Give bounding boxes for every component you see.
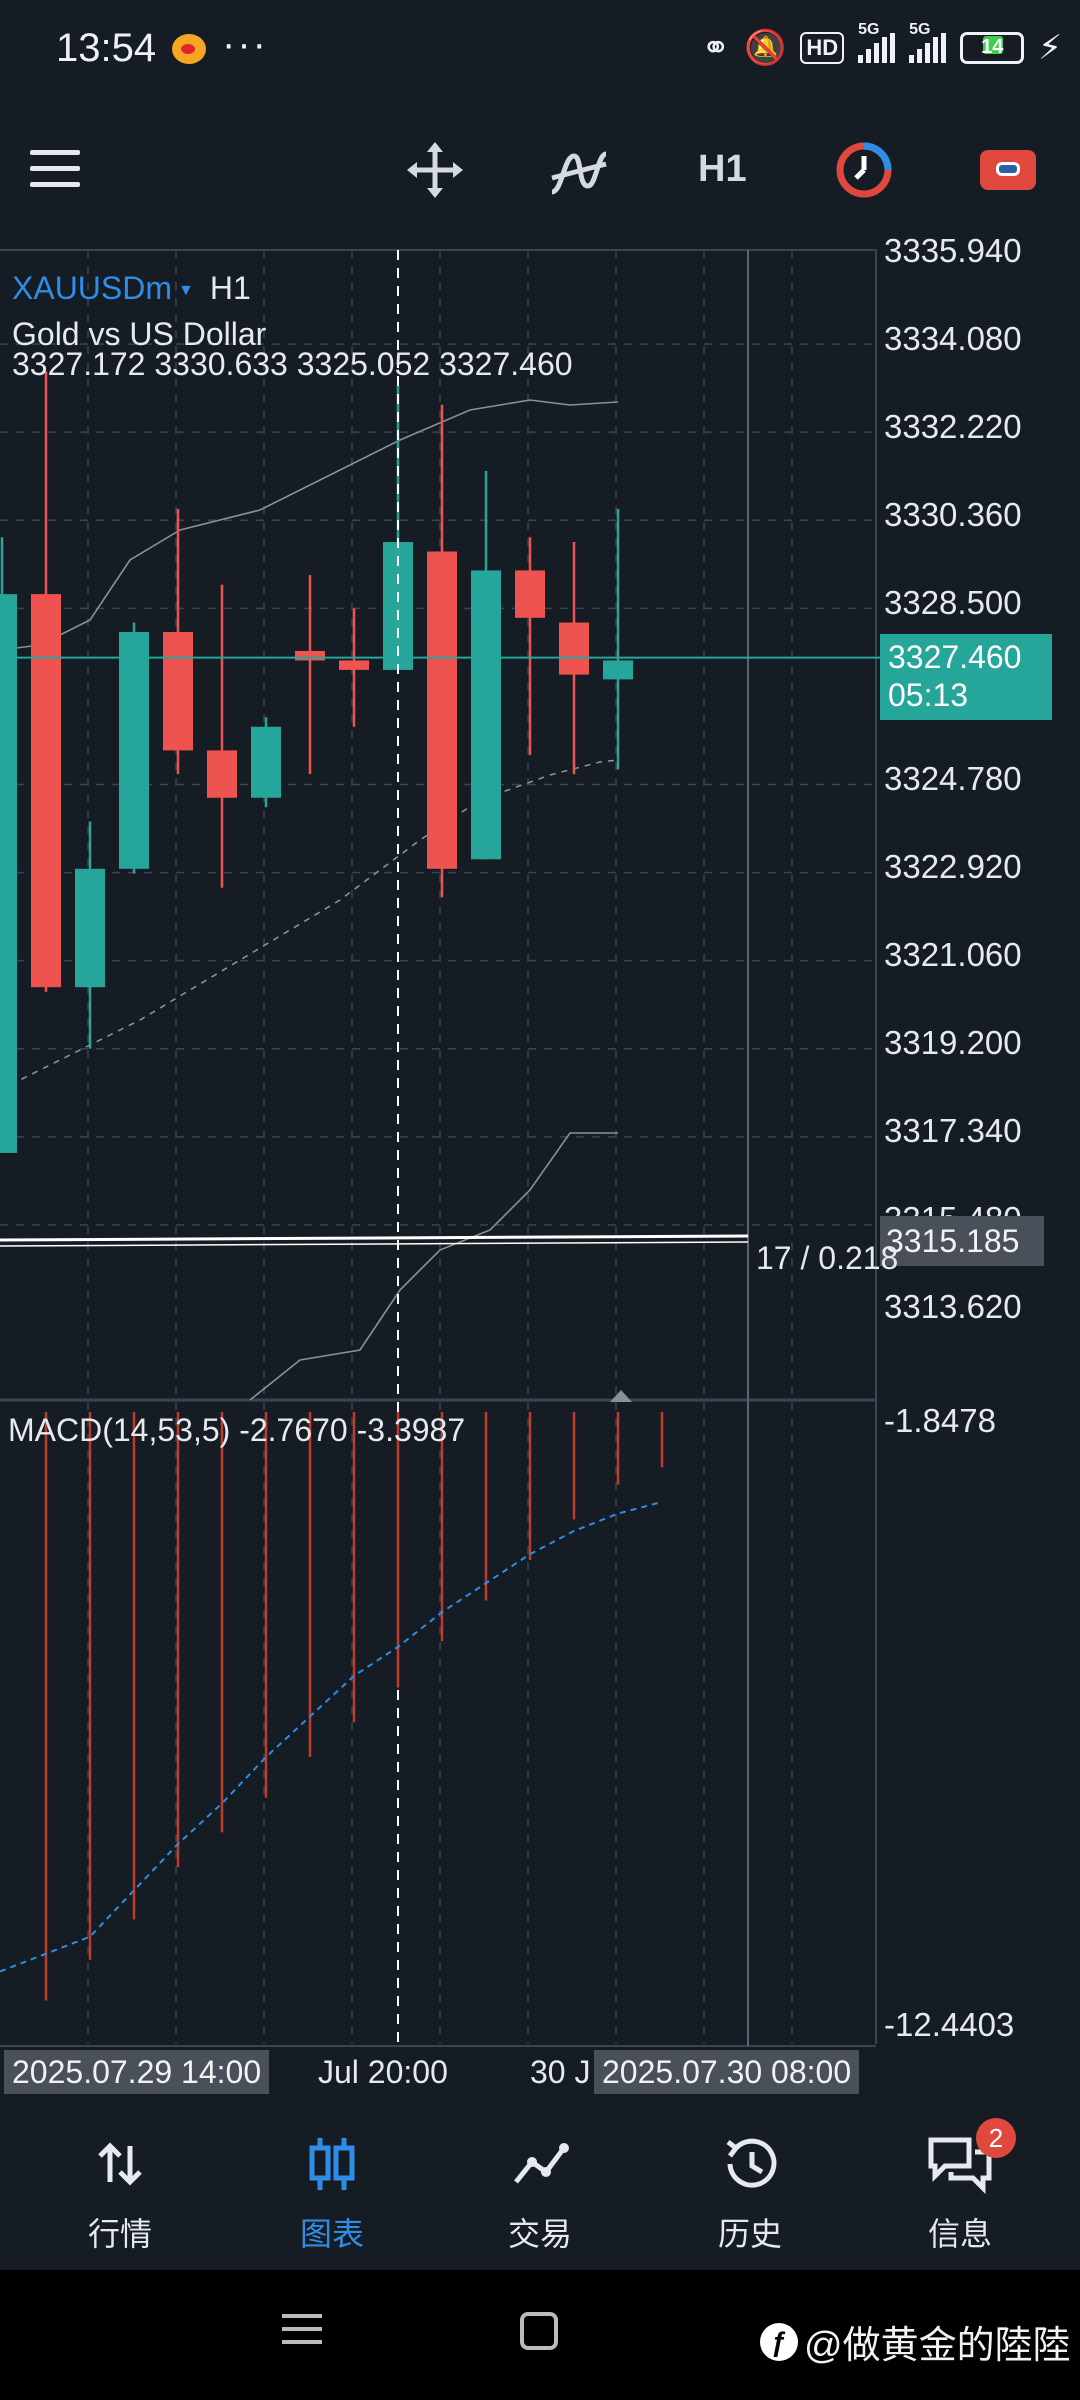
price-chart[interactable] [0, 248, 1080, 2098]
nav-quotes[interactable]: 行情 [50, 2134, 190, 2255]
candle-body [471, 570, 501, 860]
social-logo-icon: ƒ [760, 2322, 798, 2361]
crosshair-horizontal [0, 1234, 749, 1242]
price-axis-label: 3322.920 [884, 848, 1022, 885]
candle-body [119, 632, 149, 869]
nav-history[interactable]: 历史 [680, 2134, 820, 2255]
weibo-icon [172, 34, 206, 64]
nav-label: 图表 [299, 2216, 364, 2252]
candle-body [163, 632, 193, 751]
messages-badge: 2 [976, 2118, 1016, 2158]
battery-icon: 14 [960, 32, 1025, 64]
price-axis-label: 3335.940 [884, 232, 1022, 269]
nav-label: 行情 [87, 2216, 152, 2252]
price-axis-label: 3328.500 [884, 584, 1022, 621]
bottom-navigation [0, 2100, 1080, 2270]
candle-body [207, 750, 237, 798]
candle-body [251, 726, 281, 798]
current-price-tag: 3327.460 05:13 [880, 634, 1052, 720]
nav-label: 信息 [927, 2216, 992, 2252]
candle-body [339, 660, 369, 670]
candle-body [31, 594, 61, 988]
signal-icon: 5G [858, 21, 896, 63]
status-time: 13:54 [56, 26, 157, 70]
nav-label: 交易 [507, 2216, 572, 2252]
recent-apps-button[interactable] [282, 2314, 322, 2353]
watermark: ƒ @做黄金的陸陸 [760, 2314, 1071, 2369]
candle-body [559, 622, 589, 675]
quotes-arrows-icon [98, 2142, 142, 2186]
crosshair-price-tag: 3315.185 [880, 1216, 1044, 1266]
price-axis-label: 3324.780 [884, 760, 1022, 797]
price-axis-label: 3313.620 [884, 1288, 1022, 1325]
price-axis-label: 3330.360 [884, 496, 1022, 533]
macd-min-label: -12.4403 [884, 2006, 1015, 2043]
price-axis-label: 3317.340 [884, 1112, 1022, 1149]
chart-description: Gold vs US Dollar [12, 316, 267, 352]
trade-panel-icon[interactable] [980, 150, 1036, 190]
candle-body [427, 551, 457, 869]
indicator-lower-line [249, 1132, 618, 1401]
crosshair-move-icon[interactable] [405, 140, 465, 200]
timeframe-button[interactable]: H1 [698, 148, 747, 190]
time-axis-crosshair-right: 2025.07.30 08:00 [594, 2050, 860, 2094]
macd-max-label: -1.8478 [884, 1402, 996, 1439]
price-axis-label: 3321.060 [884, 936, 1022, 973]
history-clock-icon [726, 2138, 777, 2188]
mute-bell-icon: 🔕 [744, 29, 787, 67]
more-notifications-icon: ··· [222, 22, 268, 66]
system-navigation-bar [0, 2270, 1080, 2400]
chart-symbol[interactable]: XAUUSDm ▼ H1 [12, 270, 251, 306]
one-click-trading-icon[interactable] [836, 142, 892, 198]
home-button[interactable] [520, 2312, 558, 2350]
price-axis-label: 3319.200 [884, 1024, 1022, 1061]
candles-chart-icon [309, 2138, 355, 2190]
macd-label: MACD(14,53,5) -2.7670 -3.3987 [8, 1412, 466, 1448]
trade-line-icon [514, 2143, 569, 2184]
hd-icon: HD [800, 32, 845, 64]
candle-body [515, 570, 545, 618]
crosshair-horizontal-2 [0, 1241, 749, 1247]
nav-chart[interactable]: 图表 [262, 2134, 402, 2255]
status-icons: ⚭ 🔕 HD 5G 5G 14 ⚡ [701, 21, 1063, 68]
candle-body [0, 594, 17, 1153]
signal-icon-2: 5G [909, 21, 947, 63]
candle-body [295, 650, 325, 661]
candle-body [603, 660, 633, 680]
time-axis-label: Jul 20:00 [318, 2054, 448, 2090]
collapse-arrow-icon [610, 1390, 632, 1402]
menu-icon[interactable] [30, 150, 80, 190]
nav-label: 历史 [717, 2216, 782, 2252]
chart-timeframe: H1 [209, 270, 251, 306]
price-axis-label: 3332.220 [884, 408, 1022, 445]
price-axis-label: 3334.080 [884, 320, 1022, 357]
current-price: 3327.460 [888, 639, 1022, 675]
bar-countdown: 05:13 [888, 677, 969, 713]
indicator-upper-line [0, 399, 619, 651]
macd-signal-line [0, 1501, 663, 1973]
crosshair-readout: 17 / 0.218 [756, 1240, 899, 1276]
link-icon: ⚭ [701, 29, 731, 67]
time-axis-crosshair-left: 2025.07.29 14:00 [4, 2050, 270, 2094]
charging-icon: ⚡ [1038, 29, 1062, 67]
chart-canvas[interactable] [0, 248, 1080, 2098]
candle-body [75, 868, 105, 988]
nav-trade[interactable]: 交易 [470, 2134, 610, 2255]
ohlc-values: 3327.172 3330.633 3325.052 3327.460 [12, 346, 573, 382]
indicators-icon[interactable] [548, 142, 608, 198]
time-axis-label: 30 J [530, 2054, 591, 2090]
